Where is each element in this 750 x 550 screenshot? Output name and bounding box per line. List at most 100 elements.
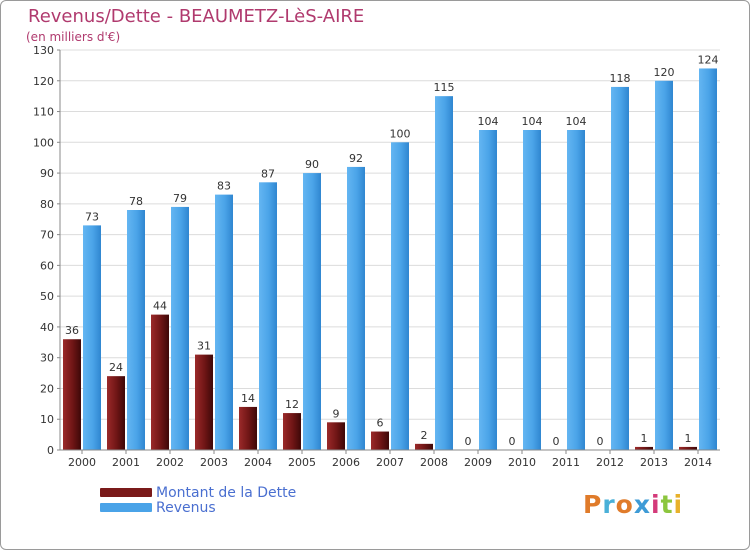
legend-label-revenue: Revenus [156, 500, 216, 516]
y-tick-label: 10 [40, 413, 54, 426]
bar-revenue [83, 225, 101, 450]
x-tick-label: 2010 [508, 456, 536, 469]
data-label-debt: 44 [153, 300, 167, 313]
data-label-revenue: 124 [698, 53, 719, 66]
data-label-revenue: 118 [610, 72, 631, 85]
bar-debt [371, 431, 389, 450]
data-label-debt: 9 [333, 407, 340, 420]
bar-revenue [611, 86, 629, 450]
x-tick-label: 2005 [288, 456, 316, 469]
bar-revenue [347, 166, 365, 450]
bar-revenue [303, 173, 321, 451]
data-label-debt: 0 [553, 435, 560, 448]
x-tick-label: 2003 [200, 456, 228, 469]
bar-debt [415, 443, 433, 450]
bar-revenue [127, 210, 145, 450]
x-tick-label: 2014 [684, 456, 712, 469]
data-label-revenue: 104 [522, 115, 543, 128]
x-tick-label: 2012 [596, 456, 624, 469]
x-tick-label: 2009 [464, 456, 492, 469]
bar-revenue [699, 68, 717, 450]
bar-revenue [479, 130, 497, 450]
logo-letter: t [660, 490, 674, 519]
data-labels: 3673247844793183148712909926100211501040… [65, 53, 719, 448]
data-label-revenue: 87 [261, 167, 275, 180]
logo-letter: i [673, 490, 684, 519]
data-label-revenue: 115 [434, 81, 455, 94]
data-label-revenue: 104 [478, 115, 499, 128]
x-tick-label: 2007 [376, 456, 404, 469]
y-tick-label: 90 [40, 167, 54, 180]
x-tick-label: 2004 [244, 456, 272, 469]
data-label-revenue: 104 [566, 115, 587, 128]
data-label-revenue: 100 [390, 127, 411, 140]
logo-letter: i [651, 490, 661, 519]
y-tick-label: 60 [40, 259, 54, 272]
y-tick-label: 20 [40, 382, 54, 395]
logo-letter: o [615, 490, 634, 519]
bar-debt [107, 376, 125, 450]
data-label-debt: 24 [109, 361, 123, 374]
legend-label-debt: Montant de la Dette [156, 485, 297, 501]
logo-letter: r [602, 490, 616, 519]
bar-revenue [655, 80, 673, 451]
data-label-debt: 14 [241, 392, 255, 405]
data-label-revenue: 90 [305, 158, 319, 171]
data-label-debt: 12 [285, 398, 299, 411]
x-tick-label: 2011 [552, 456, 580, 469]
x-tick-label: 2000 [68, 456, 96, 469]
x-tick-label: 2006 [332, 456, 360, 469]
data-label-debt: 1 [641, 432, 648, 445]
bar-debt [63, 339, 81, 450]
bar-revenue [259, 182, 277, 451]
proxiti-logo: Proxiti [583, 490, 683, 519]
bars [63, 68, 717, 451]
bar-revenue [215, 194, 233, 450]
bar-debt [635, 446, 653, 450]
bar-debt [151, 314, 169, 450]
logo-letter: P [583, 490, 603, 519]
bar-revenue [567, 130, 585, 450]
chart-title: Revenus/Dette - BEAUMETZ-LèS-AIRE [28, 6, 365, 27]
y-tick-label: 30 [40, 352, 54, 365]
data-label-debt: 1 [685, 432, 692, 445]
bar-debt [239, 406, 257, 450]
x-tick-label: 2008 [420, 456, 448, 469]
grid-lines [60, 49, 720, 420]
logo-letter: x [633, 490, 651, 519]
bar-revenue [435, 96, 453, 451]
legend-swatch-revenue [100, 503, 152, 512]
data-label-debt: 36 [65, 324, 79, 337]
bar-debt [283, 413, 301, 450]
data-label-debt: 6 [377, 417, 384, 430]
y-tick-label: 40 [40, 321, 54, 334]
y-tick-label: 50 [40, 290, 54, 303]
legend-swatch-debt [100, 488, 152, 497]
data-label-revenue: 120 [654, 66, 675, 79]
data-label-revenue: 83 [217, 180, 231, 193]
bar-debt [679, 446, 697, 450]
data-label-revenue: 79 [173, 192, 187, 205]
y-tick-label: 80 [40, 198, 54, 211]
data-label-revenue: 78 [129, 195, 143, 208]
data-label-debt: 2 [421, 429, 428, 442]
chart-subtitle: (en milliers d'€) [26, 30, 121, 44]
bar-revenue [171, 206, 189, 450]
y-tick-label: 120 [33, 75, 54, 88]
y-tick-label: 100 [33, 136, 54, 149]
y-tick-label: 0 [47, 444, 54, 457]
bar-debt [195, 354, 213, 450]
bar-revenue [523, 130, 541, 450]
data-label-debt: 0 [465, 435, 472, 448]
data-label-revenue: 92 [349, 152, 363, 165]
x-tick-label: 2001 [112, 456, 140, 469]
y-tick-label: 110 [33, 106, 54, 119]
y-tick-label: 70 [40, 229, 54, 242]
x-tick-label: 2002 [156, 456, 184, 469]
x-tick-label: 2013 [640, 456, 668, 469]
bar-revenue [391, 142, 409, 451]
data-label-revenue: 73 [85, 210, 99, 223]
data-label-debt: 0 [509, 435, 516, 448]
